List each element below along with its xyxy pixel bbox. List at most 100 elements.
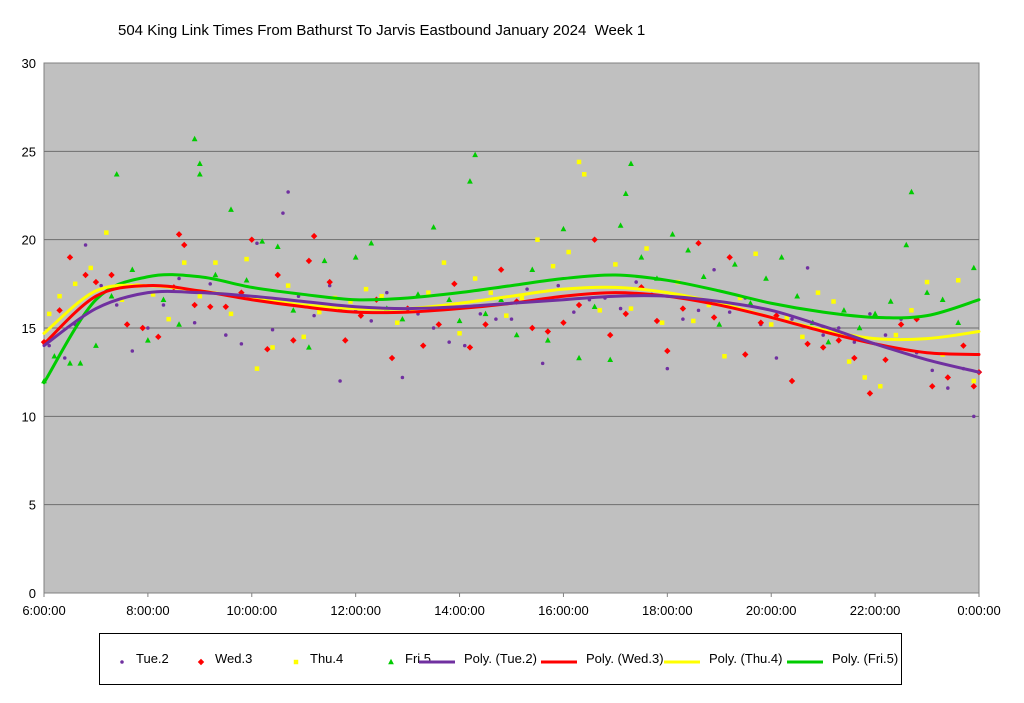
point-fri-5: [731, 261, 738, 267]
point-fri-5: [160, 296, 167, 302]
point-thu-4: [691, 318, 696, 324]
point-fri-5: [560, 225, 567, 232]
point-wed-3: [238, 289, 245, 296]
point-tue-2: [161, 303, 166, 307]
point-thu-4: [971, 378, 977, 384]
point-wed-3: [326, 278, 333, 286]
point-tue-2: [208, 282, 212, 286]
point-tue-2: [312, 313, 316, 318]
point-tue-2: [114, 303, 119, 307]
point-fri-5: [196, 171, 203, 177]
point-thu-4: [644, 246, 649, 251]
point-thu-4: [104, 230, 109, 235]
point-fri-5: [622, 190, 629, 196]
point-tue-2: [727, 310, 732, 314]
point-wed-3: [866, 390, 874, 397]
gridlines: [44, 150, 979, 506]
legend-label: Poly. (Wed.3): [586, 651, 664, 666]
point-tue-2: [239, 342, 244, 346]
point-wed-3: [222, 303, 230, 310]
point-wed-3: [679, 305, 687, 312]
point-wed-3: [544, 328, 552, 335]
point-thu-4: [301, 334, 306, 340]
point-thu-4: [426, 290, 431, 295]
point-thu-4: [924, 279, 930, 285]
point-thu-4: [254, 366, 260, 371]
point-tue-2: [369, 319, 374, 323]
legend-label: Poly. (Fri.5): [832, 651, 899, 666]
point-tue-2: [462, 343, 467, 348]
point-wed-3: [56, 307, 63, 314]
point-wed-3: [248, 236, 255, 243]
point-tue-2: [130, 349, 135, 353]
point-tue-2: [790, 317, 794, 321]
point-fri-5: [903, 241, 910, 248]
point-fri-5: [129, 266, 136, 272]
point-fri-5: [196, 160, 203, 166]
point-wed-3: [710, 314, 718, 321]
point-tue-2: [852, 340, 857, 344]
point-fri-5: [617, 222, 624, 228]
point-thu-4: [659, 320, 665, 325]
point-wed-3: [664, 347, 671, 355]
point-wed-3: [290, 337, 297, 344]
point-thu-4: [72, 281, 78, 287]
x-tick-label: 18:00:00: [642, 603, 693, 618]
point-wed-3: [897, 321, 905, 328]
y-tick-label: 15: [22, 321, 36, 336]
point-wed-3: [773, 312, 780, 319]
point-wed-3: [742, 351, 749, 358]
point-thu-4: [57, 293, 62, 299]
point-thu-4: [955, 278, 961, 283]
legend-marker-swatch: [293, 659, 299, 665]
point-tue-2: [431, 326, 436, 330]
point-thu-4: [488, 290, 493, 295]
point-fri-5: [352, 254, 359, 260]
y-tick-label: 10: [22, 409, 36, 424]
point-thu-4: [472, 276, 478, 281]
point-wed-3: [882, 356, 889, 363]
point-tue-2: [805, 266, 810, 270]
point-thu-4: [363, 286, 369, 292]
point-fri-5: [856, 324, 863, 331]
point-thu-4: [535, 237, 540, 242]
point-fri-5: [259, 238, 266, 244]
point-fri-5: [228, 206, 234, 212]
point-thu-4: [270, 345, 275, 350]
point-fri-5: [970, 264, 977, 271]
point-tue-2: [146, 326, 150, 330]
point-thu-4: [228, 311, 234, 317]
point-thu-4: [348, 299, 353, 304]
point-wed-3: [819, 344, 827, 351]
point-fri-5: [685, 247, 691, 253]
point-thu-4: [519, 295, 525, 301]
point-tue-2: [83, 243, 88, 247]
point-fri-5: [51, 353, 58, 359]
point-wed-3: [82, 271, 89, 279]
point-fri-5: [638, 254, 645, 260]
point-thu-4: [285, 283, 291, 288]
legend-label: Wed.3: [215, 651, 253, 666]
point-tue-2: [618, 306, 623, 311]
point-fri-5: [576, 354, 582, 361]
point-thu-4: [722, 354, 727, 359]
point-tue-2: [868, 312, 872, 316]
legend-line-swatch: [541, 660, 577, 664]
point-fri-5: [430, 224, 437, 230]
legend-label: Tue.2: [136, 651, 169, 666]
point-thu-4: [457, 331, 462, 336]
point-thu-4: [613, 262, 618, 267]
y-tick-label: 25: [22, 144, 36, 159]
point-fri-5: [513, 331, 520, 338]
x-tick-label: 20:00:00: [746, 603, 797, 618]
legend-line-swatch: [664, 660, 700, 664]
y-tick-label: 0: [29, 586, 36, 601]
legend: Tue.2 Wed.3 Thu.4 Fri.5 Poly. (Tue.2) Poly. (…: [99, 633, 902, 685]
point-fri-5: [841, 307, 847, 313]
point-thu-4: [862, 375, 867, 380]
point-thu-4: [784, 315, 790, 320]
point-fri-5: [290, 307, 297, 313]
point-fri-5: [212, 271, 219, 278]
point-wed-3: [342, 337, 349, 344]
